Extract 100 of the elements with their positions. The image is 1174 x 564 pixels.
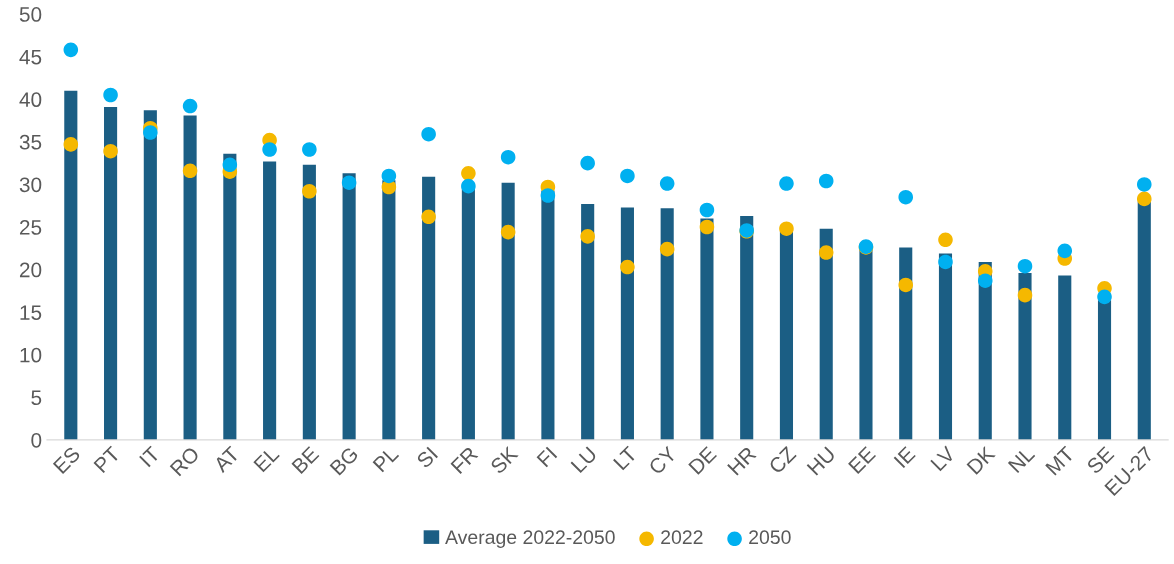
bar: [1018, 273, 1032, 440]
point: [818, 245, 834, 260]
point: [63, 137, 79, 152]
bar: [740, 215, 754, 440]
point: [580, 229, 595, 244]
point: [103, 87, 118, 103]
legend-label: Average 2022-2050: [445, 530, 615, 548]
y-tick-label: 15: [20, 305, 42, 320]
y-tick-label: 45: [19, 49, 42, 65]
x-tick-label: FR: [450, 446, 479, 474]
point: [659, 241, 675, 257]
x-tick-label: DK: [966, 445, 996, 475]
x-tick-label: SI: [415, 446, 439, 469]
point: [302, 183, 317, 199]
bar: [660, 208, 674, 440]
point: [500, 149, 516, 165]
x-tick-label: HU: [806, 446, 836, 476]
bar: [263, 161, 277, 440]
x-tick-label: SK: [489, 445, 519, 475]
x-tick-label: CY: [647, 445, 678, 476]
x-tick-label: LT: [613, 445, 638, 471]
point: [938, 254, 953, 270]
point: [63, 42, 79, 58]
point: [779, 176, 794, 191]
bar: [779, 231, 794, 440]
point: [898, 277, 914, 293]
point: [222, 157, 238, 173]
point: [898, 189, 914, 205]
bar: [223, 153, 237, 440]
x-tick-label: PL: [372, 445, 400, 473]
point: [580, 155, 595, 171]
point: [1136, 191, 1152, 207]
point: [1057, 243, 1073, 259]
x-tick-label: IT: [139, 445, 161, 468]
x-tick-label: PT: [93, 445, 121, 474]
bar: [859, 248, 873, 440]
bar: [302, 164, 316, 440]
x-tick-label: AT: [212, 445, 241, 474]
x-tick-label: BG: [329, 446, 359, 476]
point: [620, 259, 635, 275]
point: [182, 98, 198, 114]
point: [1017, 258, 1033, 274]
bar: [819, 228, 833, 440]
point: [500, 224, 516, 240]
x-tick-label: IE: [893, 445, 916, 469]
bar: [620, 207, 634, 440]
y-tick-label: 40: [19, 92, 42, 108]
y-tick-label: 50: [19, 7, 42, 22]
x-tick-label: LV: [930, 445, 957, 472]
bar: [64, 90, 78, 440]
x-tick-label: HR: [727, 446, 757, 476]
bar: [700, 218, 714, 440]
y-tick-label: 5: [31, 390, 42, 406]
y-tick-label: 20: [19, 262, 42, 278]
x-tick-label: EL: [253, 445, 280, 473]
x-tick-label: BE: [291, 445, 320, 474]
bar: [183, 115, 197, 440]
point: [659, 176, 675, 191]
point: [421, 209, 436, 225]
point: [461, 166, 476, 181]
point: [977, 273, 993, 288]
point: [143, 125, 158, 140]
point: [103, 143, 118, 159]
point: [699, 219, 715, 235]
y-tick-label: 10: [20, 347, 42, 363]
y-tick-label: 0: [31, 432, 42, 448]
y-tick-label: 25: [19, 220, 42, 235]
bar: [581, 204, 595, 440]
point: [341, 175, 357, 191]
point: [302, 142, 317, 157]
bar: [541, 190, 555, 440]
legend-label: 2050: [749, 530, 791, 545]
bar: [342, 173, 356, 440]
x-tick-label: DE: [688, 445, 717, 475]
x-tick-label: FI: [536, 446, 558, 468]
bar: [1097, 300, 1112, 440]
point: [699, 202, 715, 218]
x-tick-label: RO: [169, 445, 201, 477]
point: [381, 168, 397, 184]
point: [421, 126, 436, 142]
point: [182, 163, 198, 179]
bar: [382, 180, 396, 440]
x-tick-label: MT: [1045, 445, 1076, 476]
point: [818, 173, 834, 189]
bar: [1058, 275, 1072, 440]
y-tick-label: 30: [19, 177, 42, 193]
y-tick-label: 35: [19, 134, 42, 150]
bar: [422, 176, 436, 440]
x-tick-label: LU: [570, 446, 598, 474]
point: [779, 221, 794, 236]
x-tick-label: EE: [848, 445, 877, 474]
point: [938, 232, 953, 248]
point: [1136, 177, 1152, 192]
point: [540, 188, 556, 203]
bar: [938, 253, 953, 440]
bar: [104, 106, 118, 440]
x-tick-label: CZ: [767, 445, 797, 475]
point: [1097, 289, 1112, 305]
point: [262, 142, 277, 157]
bar: [899, 247, 913, 440]
